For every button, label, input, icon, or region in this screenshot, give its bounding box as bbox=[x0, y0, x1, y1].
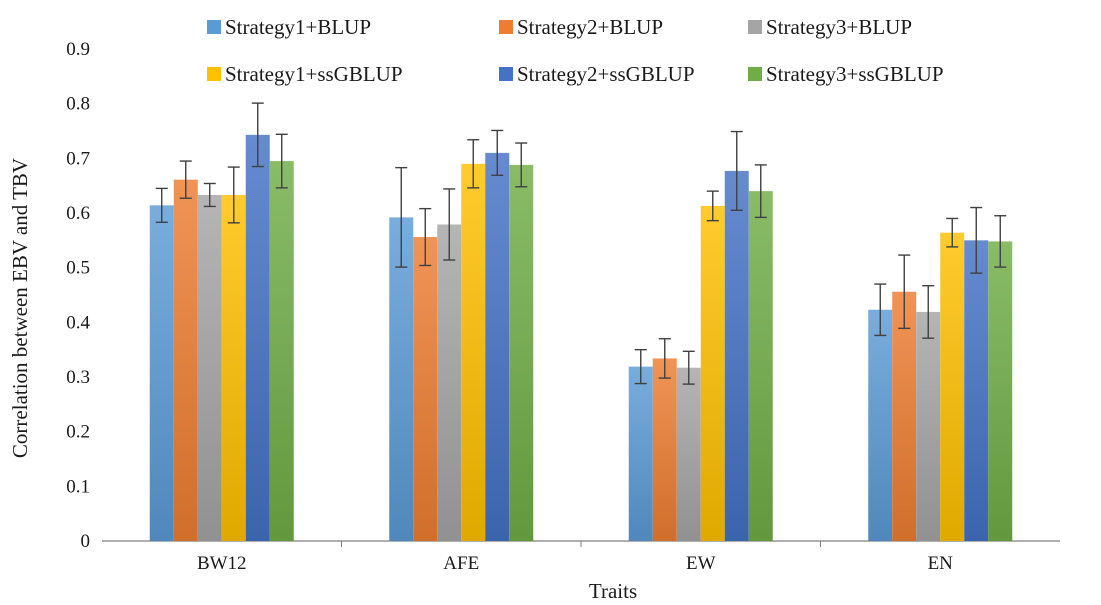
legend-item: Strategy1+ssGBLUP bbox=[207, 62, 403, 86]
y-axis-title: Correlation between EBV and TBV bbox=[8, 158, 32, 458]
legend-item: Strategy3+BLUP bbox=[748, 15, 912, 39]
legend-item: Strategy3+ssGBLUP bbox=[748, 62, 944, 86]
x-tick-label: AFE bbox=[443, 553, 479, 574]
error-bars bbox=[155, 102, 1007, 385]
legend: Strategy1+BLUP Strategy2+BLUP Strategy3+BL… bbox=[207, 15, 944, 86]
legend-label: Strategy3+ssGBLUP bbox=[766, 62, 944, 86]
bar bbox=[245, 134, 270, 541]
bar bbox=[940, 232, 965, 541]
axes: 0 0.1 0.2 0.3 0.4 0.5 0.6 0.7 0.8 0.9 BW12 AFE EW EN bbox=[66, 39, 1060, 574]
y-tick-label: 0.5 bbox=[66, 258, 90, 279]
y-tick-label: 0.6 bbox=[66, 203, 90, 224]
legend-item: Strategy2+ssGBLUP bbox=[499, 62, 695, 86]
bar bbox=[173, 179, 198, 542]
bar bbox=[509, 164, 534, 542]
bar bbox=[868, 309, 893, 541]
y-tick-label: 0.1 bbox=[66, 476, 90, 497]
y-tick-label: 0 bbox=[81, 531, 91, 552]
bar bbox=[892, 291, 917, 541]
legend-label: Strategy1+ssGBLUP bbox=[225, 62, 403, 86]
bar bbox=[149, 205, 174, 541]
legend-swatch bbox=[748, 20, 762, 34]
y-tick-label: 0.3 bbox=[66, 367, 90, 388]
y-tick-label: 0.9 bbox=[66, 39, 90, 60]
bar bbox=[700, 205, 725, 542]
legend-label: Strategy2+ssGBLUP bbox=[517, 62, 695, 86]
legend-label: Strategy3+BLUP bbox=[766, 15, 912, 39]
bar bbox=[748, 191, 773, 541]
legend-swatch bbox=[748, 67, 762, 81]
bars bbox=[149, 134, 1013, 542]
y-tick-label: 0.7 bbox=[66, 148, 90, 169]
legend-swatch bbox=[207, 67, 221, 81]
bar bbox=[269, 161, 294, 542]
x-tick-label: EW bbox=[686, 553, 716, 574]
legend-label: Strategy2+BLUP bbox=[517, 15, 663, 39]
legend-swatch bbox=[207, 20, 221, 34]
bar bbox=[628, 366, 653, 541]
y-tick-label: 0.8 bbox=[66, 94, 90, 115]
bar bbox=[221, 194, 246, 541]
legend-label: Strategy1+BLUP bbox=[225, 15, 371, 39]
legend-item: Strategy1+BLUP bbox=[207, 15, 371, 39]
bar bbox=[964, 240, 989, 542]
bar bbox=[485, 152, 510, 541]
legend-swatch bbox=[499, 20, 513, 34]
x-tick-label: EN bbox=[928, 553, 954, 574]
bar bbox=[916, 311, 941, 541]
legend-item: Strategy2+BLUP bbox=[499, 15, 663, 39]
bar bbox=[676, 367, 701, 541]
bar bbox=[461, 163, 486, 542]
bar bbox=[413, 237, 438, 541]
bar bbox=[437, 224, 462, 542]
bar bbox=[724, 170, 749, 541]
legend-swatch bbox=[499, 67, 513, 81]
bar bbox=[988, 241, 1013, 541]
bar bbox=[389, 217, 414, 541]
y-tick-label: 0.2 bbox=[66, 422, 90, 443]
bar bbox=[652, 358, 677, 541]
y-tick-label: 0.4 bbox=[66, 312, 90, 333]
x-axis-title: Traits bbox=[589, 579, 637, 603]
bar bbox=[197, 194, 222, 541]
x-tick-label: BW12 bbox=[197, 553, 247, 574]
